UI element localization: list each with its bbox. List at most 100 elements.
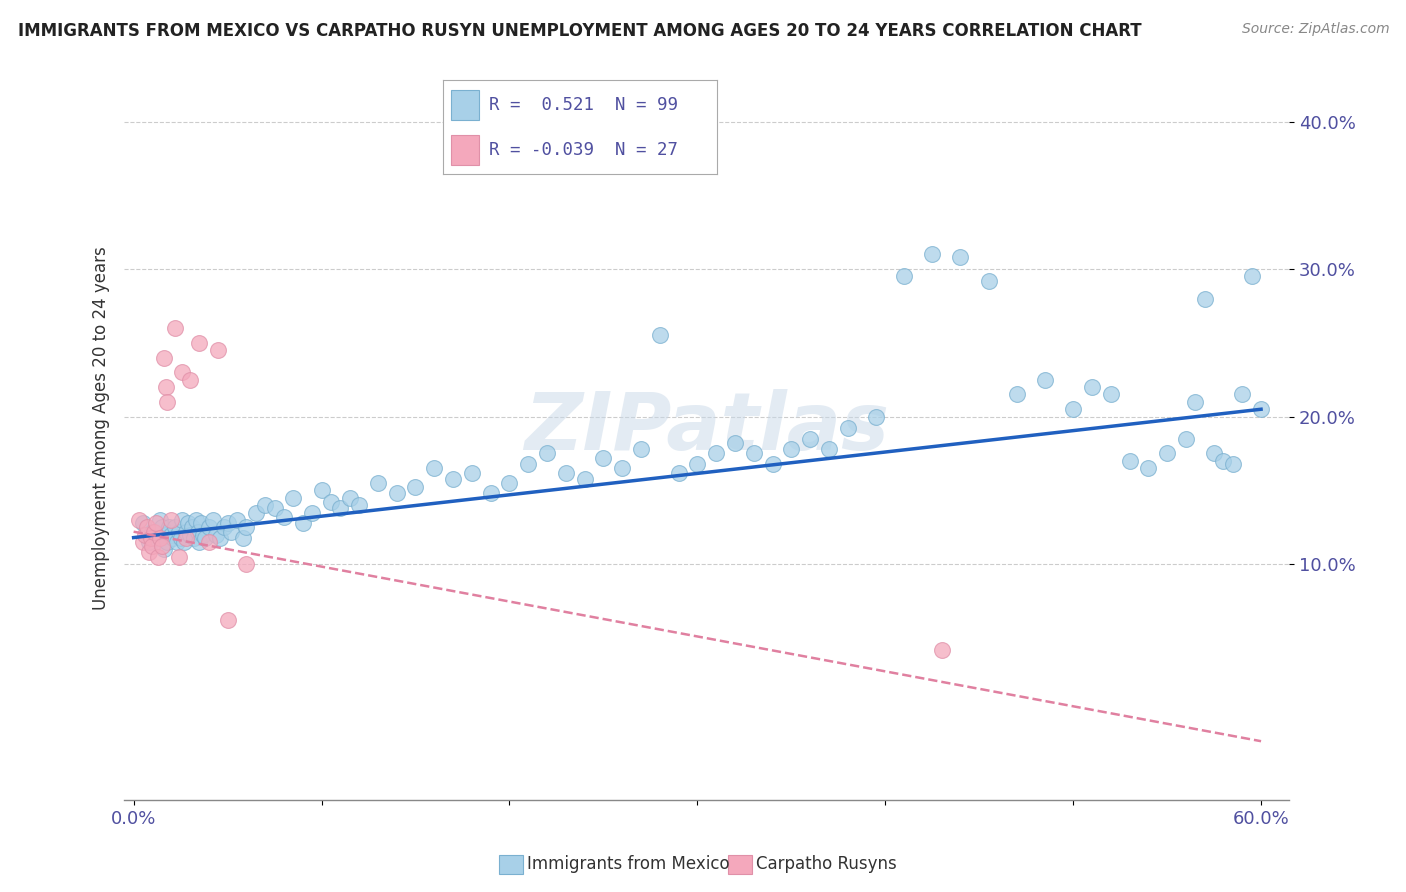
- Point: [174, 524, 197, 539]
- Point: [554, 466, 576, 480]
- Point: [893, 269, 915, 284]
- Point: [385, 486, 408, 500]
- Point: [1118, 454, 1140, 468]
- Point: [155, 380, 177, 394]
- Point: [245, 506, 267, 520]
- Point: [1099, 387, 1122, 401]
- Point: [174, 531, 197, 545]
- Point: [191, 527, 214, 541]
- Point: [498, 475, 520, 490]
- Point: [141, 524, 163, 539]
- Point: [160, 513, 183, 527]
- Point: [311, 483, 333, 498]
- Point: [1184, 395, 1206, 409]
- Point: [180, 520, 202, 534]
- Point: [347, 498, 370, 512]
- Point: [128, 513, 150, 527]
- Point: [517, 457, 540, 471]
- Point: [172, 513, 194, 527]
- Point: [217, 516, 239, 530]
- Point: [150, 540, 173, 554]
- Point: [145, 516, 167, 530]
- Point: [283, 491, 305, 505]
- Point: [780, 442, 803, 456]
- Point: [209, 531, 232, 545]
- Point: [190, 516, 212, 530]
- Point: [160, 527, 183, 541]
- Point: [221, 524, 243, 539]
- Point: [949, 250, 972, 264]
- Point: [367, 475, 389, 490]
- Point: [724, 436, 747, 450]
- Point: [172, 365, 194, 379]
- Point: [1081, 380, 1104, 394]
- Point: [163, 321, 186, 335]
- Point: [139, 531, 162, 545]
- Point: [799, 432, 821, 446]
- Point: [156, 535, 179, 549]
- Point: [319, 495, 342, 509]
- Point: [1137, 461, 1160, 475]
- Point: [166, 535, 188, 549]
- Point: [742, 446, 765, 460]
- Point: [1033, 373, 1056, 387]
- Point: [194, 531, 217, 545]
- Point: [235, 520, 257, 534]
- Text: Source: ZipAtlas.com: Source: ZipAtlas.com: [1241, 22, 1389, 37]
- Point: [263, 501, 285, 516]
- Point: [931, 642, 953, 657]
- Point: [592, 450, 614, 465]
- Point: [163, 520, 186, 534]
- Point: [1222, 457, 1244, 471]
- Bar: [451, 89, 478, 120]
- Point: [837, 421, 859, 435]
- Point: [149, 513, 172, 527]
- Point: [1174, 432, 1197, 446]
- Point: [149, 531, 172, 545]
- Point: [226, 513, 249, 527]
- Point: [188, 335, 211, 350]
- Text: ZIPatlas: ZIPatlas: [524, 389, 889, 467]
- Text: R = -0.039  N = 27: R = -0.039 N = 27: [489, 141, 679, 159]
- Point: [574, 472, 596, 486]
- Point: [329, 501, 352, 516]
- Point: [205, 527, 228, 541]
- Point: [441, 472, 464, 486]
- Point: [173, 535, 195, 549]
- Point: [152, 542, 174, 557]
- Point: [405, 480, 427, 494]
- Point: [217, 613, 239, 627]
- Point: [169, 531, 191, 545]
- Point: [461, 466, 484, 480]
- Point: [138, 535, 160, 549]
- Point: [1250, 402, 1272, 417]
- Point: [479, 486, 502, 500]
- Text: IMMIGRANTS FROM MEXICO VS CARPATHO RUSYN UNEMPLOYMENT AMONG AGES 20 TO 24 YEARS : IMMIGRANTS FROM MEXICO VS CARPATHO RUSYN…: [18, 22, 1142, 40]
- Point: [177, 516, 200, 530]
- Point: [1005, 387, 1028, 401]
- Point: [132, 516, 155, 530]
- Point: [188, 535, 211, 549]
- Point: [134, 527, 156, 541]
- Point: [197, 520, 219, 534]
- Point: [818, 442, 841, 456]
- Point: [668, 466, 690, 480]
- Point: [977, 274, 1000, 288]
- Point: [630, 442, 652, 456]
- Point: [291, 516, 314, 530]
- Point: [254, 498, 277, 512]
- Bar: [451, 135, 478, 164]
- Point: [184, 513, 207, 527]
- Point: [179, 373, 201, 387]
- Point: [865, 409, 887, 424]
- Point: [273, 510, 295, 524]
- Point: [536, 446, 558, 460]
- Point: [648, 328, 671, 343]
- Point: [186, 524, 208, 539]
- Point: [212, 520, 235, 534]
- Point: [235, 557, 257, 571]
- Point: [232, 531, 254, 545]
- Point: [612, 461, 634, 475]
- Point: [761, 457, 783, 471]
- Point: [423, 461, 446, 475]
